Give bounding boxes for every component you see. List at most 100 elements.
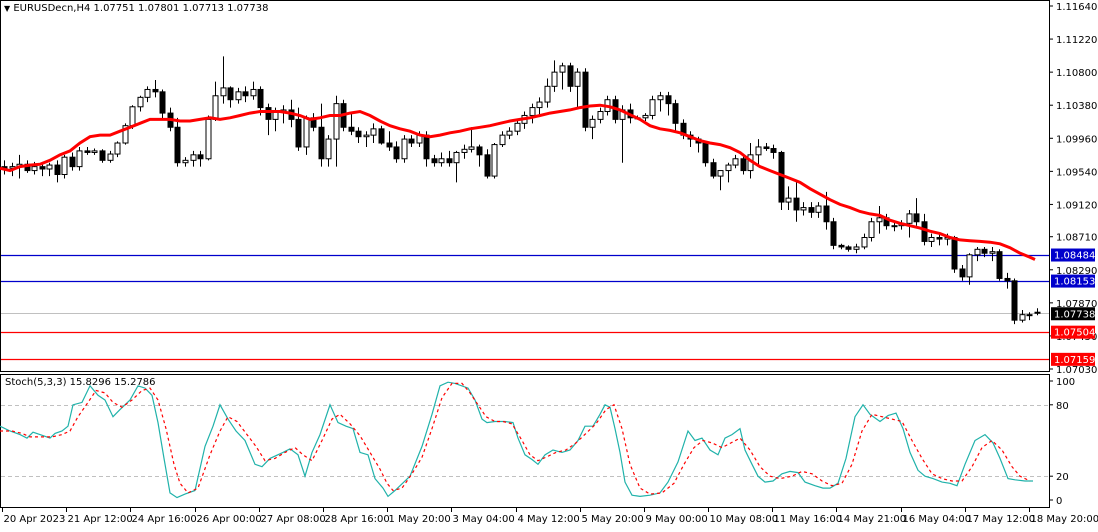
candle: [839, 245, 844, 247]
candle: [1020, 315, 1025, 321]
candle: [319, 127, 324, 158]
candle: [598, 112, 603, 120]
stoch-signal-line: [0, 383, 1030, 494]
candle: [258, 89, 263, 107]
candle: [794, 198, 799, 210]
candle: [160, 92, 165, 113]
price-tick-label: 1.11640: [1056, 2, 1097, 13]
candle: [1012, 281, 1017, 320]
time-tick-label: 18 May 20:00: [1031, 514, 1098, 525]
candle: [334, 104, 339, 139]
main-pane-frame: [1, 1, 1050, 372]
candle: [251, 89, 256, 95]
time-tick-label: 28 Apr 16:00: [325, 514, 390, 525]
candle: [975, 249, 980, 255]
candle: [62, 157, 67, 174]
candle: [394, 147, 399, 159]
time-tick-label: 5 May 20:00: [582, 514, 644, 525]
candle: [929, 238, 934, 242]
candle: [733, 159, 738, 165]
candle: [296, 119, 301, 147]
price-tag-label: 1.07738: [1054, 309, 1095, 320]
time-tick-label: 26 Apr 00:00: [197, 514, 262, 525]
symbol-ohlc-label: EURUSDecn,H4 1.07751 1.07801 1.07713 1.0…: [13, 3, 268, 14]
time-tick-label: 14 May 21:00: [838, 514, 907, 525]
candle: [364, 135, 369, 137]
candle: [432, 159, 437, 163]
price-tick-label: 1.09960: [1056, 134, 1097, 145]
chart-menu-triangle-icon[interactable]: ▼: [4, 4, 10, 13]
candle: [583, 72, 588, 127]
candle: [198, 155, 203, 159]
candle: [590, 119, 595, 127]
candle: [228, 88, 233, 100]
time-tick-label: 3 May 04:00: [453, 514, 515, 525]
candle: [854, 247, 859, 249]
candle: [530, 108, 535, 116]
candle: [764, 147, 769, 149]
candle: [1035, 312, 1040, 313]
candle: [643, 115, 648, 117]
stoch-tick-label: 100: [1056, 377, 1075, 388]
price-tick-label: 1.08710: [1056, 233, 1097, 244]
candle: [846, 247, 851, 249]
candle: [718, 171, 723, 177]
candle: [1027, 315, 1032, 316]
candle: [138, 97, 143, 106]
price-tag-label: 1.07504: [1054, 328, 1095, 339]
candle: [175, 127, 180, 162]
candle: [568, 66, 573, 86]
candle: [349, 127, 354, 131]
time-tick-label: 17 May 12:00: [967, 514, 1036, 525]
candle: [537, 102, 542, 108]
price-tick-label: 1.10800: [1056, 68, 1097, 79]
candle: [560, 66, 565, 72]
candle: [741, 159, 746, 171]
time-tick-label: 20 Apr 2023: [4, 514, 66, 525]
candle: [485, 155, 490, 176]
candle: [726, 165, 731, 171]
time-tick-label: 16 May 04:00: [903, 514, 972, 525]
stoch-tick-label: 20: [1056, 472, 1069, 483]
candle: [409, 139, 414, 143]
candle: [206, 119, 211, 158]
stoch-pane-frame: [1, 375, 1050, 508]
candle: [862, 238, 867, 247]
candle: [552, 72, 557, 86]
candle: [70, 157, 75, 166]
price-tick-label: 1.09540: [1056, 167, 1097, 178]
candle: [500, 135, 505, 144]
candle: [221, 88, 226, 96]
candle: [575, 72, 580, 86]
candle: [824, 206, 829, 222]
candle: [47, 165, 52, 169]
candle: [771, 149, 776, 153]
candle: [100, 151, 105, 160]
candle: [266, 108, 271, 120]
candle: [756, 147, 761, 155]
candle: [937, 238, 942, 240]
candle: [990, 252, 995, 254]
candle: [447, 159, 452, 163]
candle: [960, 269, 965, 277]
candle: [907, 214, 912, 223]
time-tick-label: 21 Apr 12:00: [68, 514, 133, 525]
candle: [115, 143, 120, 154]
chart-title: ▼ EURUSDecn,H4 1.07751 1.07801 1.07713 1…: [4, 3, 268, 14]
time-tick-label: 27 Apr 08:00: [261, 514, 326, 525]
price-tick-label: 1.11220: [1056, 35, 1097, 46]
candle: [243, 92, 248, 96]
candle: [371, 129, 376, 135]
candles: [2, 56, 1040, 324]
candle: [507, 131, 512, 135]
candle: [711, 163, 716, 176]
candle: [454, 152, 459, 162]
candle: [236, 92, 241, 100]
price-tick-label: 1.10380: [1056, 101, 1097, 112]
stoch-title: Stoch(5,3,3) 15.8296 15.2786: [5, 377, 156, 388]
candle: [153, 89, 158, 91]
candle: [40, 167, 45, 169]
time-tick-label: 4 May 12:00: [518, 514, 580, 525]
